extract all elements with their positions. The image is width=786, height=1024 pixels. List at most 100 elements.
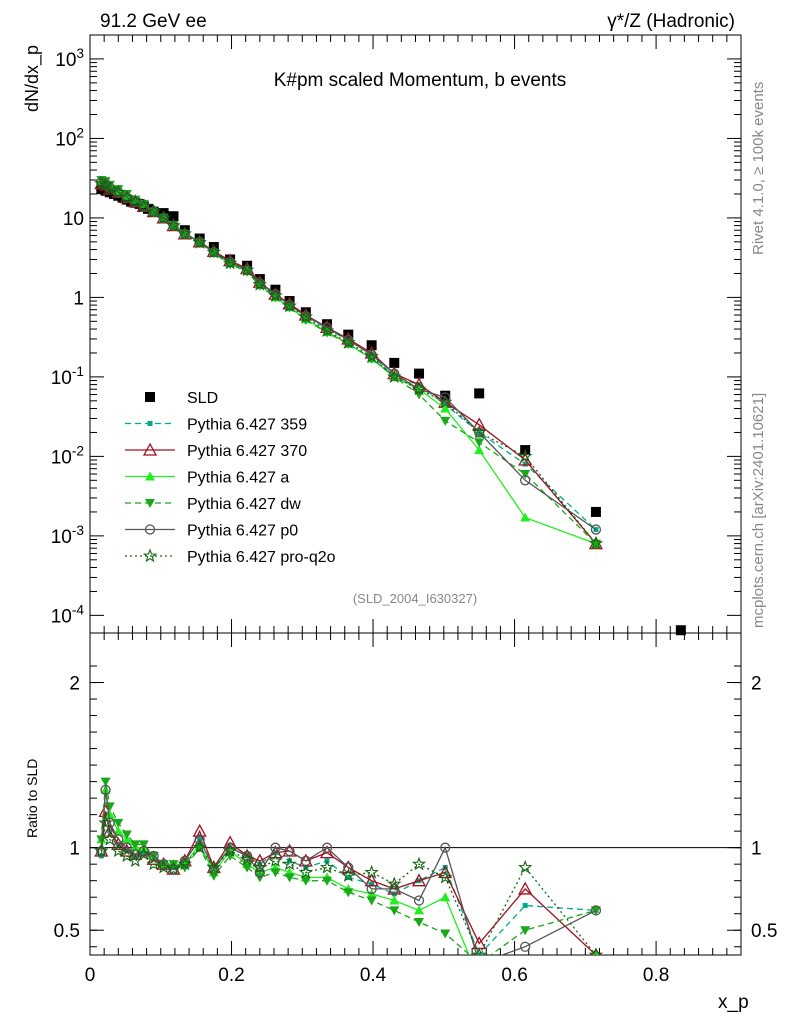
data-point xyxy=(102,181,117,196)
legend-label: SLD xyxy=(187,390,218,407)
ratio-point xyxy=(128,853,143,867)
ratio-series-pythia-6-427-pro-q2o xyxy=(94,815,604,955)
legend-label: Pythia 6.427 p0 xyxy=(187,523,298,540)
ratio-point xyxy=(474,959,484,968)
ratio-point xyxy=(130,840,141,850)
data-point xyxy=(438,394,453,409)
ratio-ytick-label-left: 1 xyxy=(69,839,80,860)
data-point xyxy=(121,189,132,199)
main-ytick-label: 10-4 xyxy=(51,602,85,627)
main-ylabel: dN/dx_p xyxy=(22,45,43,112)
legend-label: Pythia 6.427 dw xyxy=(187,496,301,513)
ratio-point xyxy=(389,906,400,916)
ratio-point xyxy=(270,842,281,853)
ratio-point xyxy=(254,873,265,883)
ratio-point xyxy=(224,842,236,853)
data-point xyxy=(146,204,161,218)
data-point xyxy=(590,524,602,535)
data-point xyxy=(520,512,531,522)
data-point xyxy=(298,309,313,323)
ratio-point xyxy=(141,850,147,856)
ratio-point xyxy=(411,873,427,887)
data-point xyxy=(472,417,487,431)
x-axis-label: x_p xyxy=(718,992,749,1013)
header-right: γ*/Z (Hadronic) xyxy=(607,11,735,32)
ratio-point xyxy=(222,843,238,858)
ratio-point xyxy=(208,863,219,875)
ratio-point xyxy=(287,858,293,864)
data-point xyxy=(194,239,205,249)
ratio-point xyxy=(343,888,354,898)
ratio-point xyxy=(366,883,377,895)
series-pythia-6-427-370 xyxy=(94,176,604,550)
ratio-point xyxy=(102,823,117,837)
ratio-line xyxy=(100,789,596,955)
ratio-point xyxy=(156,859,171,874)
data-point xyxy=(414,368,425,379)
ratio-point xyxy=(518,859,533,874)
legend-marker xyxy=(142,548,158,563)
ratio-point xyxy=(387,876,402,891)
ratio-line xyxy=(100,789,597,955)
ratio-point xyxy=(121,842,132,853)
ratio-point xyxy=(104,809,115,819)
data-point xyxy=(177,226,192,240)
ratio-series-pythia-6-427-dw xyxy=(96,777,601,968)
data-point xyxy=(440,416,451,426)
ratio-point xyxy=(321,842,333,853)
ratio-line xyxy=(100,822,597,955)
ratio-point xyxy=(104,817,115,829)
ratio-point xyxy=(119,848,134,863)
x-tick-label: 0.6 xyxy=(501,965,527,986)
data-point xyxy=(474,445,485,455)
legend-marker xyxy=(142,442,158,456)
ratio-point xyxy=(411,856,427,871)
ratio-point xyxy=(148,850,159,862)
series-pythia-6-427-pro-q2o xyxy=(94,175,604,550)
ratio-point xyxy=(113,826,124,836)
ratio-point xyxy=(520,941,531,952)
chart-title: K#pm scaled Momentum, b events xyxy=(274,70,567,91)
series-pythia-6-427-dw xyxy=(96,175,601,549)
ratio-point xyxy=(136,846,151,861)
ratio-point xyxy=(146,856,161,871)
legend-label: Pythia 6.427 359 xyxy=(187,417,307,434)
series-line xyxy=(101,179,597,545)
data-point xyxy=(590,506,601,517)
ratio-point xyxy=(100,777,111,787)
ratio-point xyxy=(138,845,149,857)
ratio-line xyxy=(100,781,597,955)
data-point xyxy=(389,368,400,379)
ratio-point xyxy=(298,864,313,879)
ratio-point xyxy=(98,815,113,830)
ratio-point xyxy=(111,843,126,858)
ratio-point xyxy=(206,859,221,874)
ratio-point xyxy=(257,861,263,867)
data-point xyxy=(341,334,356,349)
data-point xyxy=(366,340,377,351)
ratio-point xyxy=(593,950,599,955)
ratio-point xyxy=(438,869,453,884)
ratio-point xyxy=(177,856,192,871)
ratio-plot-frame xyxy=(89,632,742,956)
mcplots-label: mcplots.cern.ch [arXiv:2401.10621] xyxy=(750,393,767,628)
x-tick-label: 0.4 xyxy=(360,965,387,986)
analysis-tag: (SLD_2004_I630327) xyxy=(353,591,477,606)
ratio-point xyxy=(364,873,379,887)
ratio-ytick-label-right: 2 xyxy=(751,674,762,695)
ratio-axes: 0.5 0.5 1 1 2 2 0 0.2 0.4 0.6 0.8 xyxy=(54,633,777,986)
ratio-point xyxy=(414,917,425,927)
ratio-point xyxy=(284,873,295,883)
data-point xyxy=(522,461,528,467)
data-point xyxy=(156,210,171,225)
ratio-point xyxy=(252,859,267,874)
ratio-point xyxy=(474,975,484,984)
ratio-point xyxy=(208,871,219,881)
ratio-point xyxy=(414,905,425,915)
ratio-point xyxy=(319,845,335,859)
ratio-point xyxy=(472,947,487,955)
data-point xyxy=(520,475,531,486)
x-tick-label: 0.8 xyxy=(643,965,669,986)
data-point xyxy=(675,625,686,636)
data-point xyxy=(284,303,295,313)
